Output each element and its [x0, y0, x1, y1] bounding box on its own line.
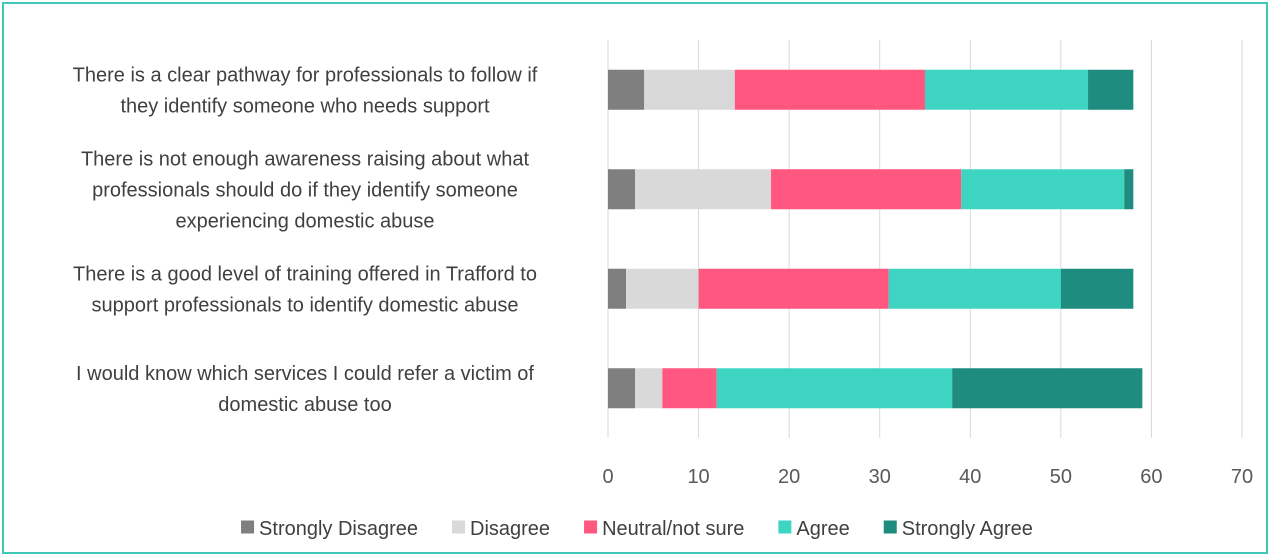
bar-segment [608, 268, 627, 309]
legend: Strongly Disagree Disagree Neutral/not sur… [241, 518, 1033, 540]
x-tick-label: 20 [778, 466, 800, 488]
bar-segment [635, 368, 663, 409]
x-tick-label: 50 [1050, 466, 1072, 488]
bar-segment [961, 169, 1125, 210]
legend-item: Strongly Agree [883, 518, 1033, 540]
legend-swatch [883, 520, 897, 534]
category-label: I would know which services I could refe… [76, 363, 534, 385]
legend-swatch [778, 520, 792, 534]
bar-segment [771, 169, 962, 210]
category-label: support professionals to identify domest… [92, 294, 519, 316]
x-tick-label: 60 [1140, 466, 1162, 488]
category-label: There is a good level of training offere… [73, 263, 537, 285]
bar-segment [1060, 268, 1134, 309]
x-tick-label: 70 [1231, 466, 1253, 488]
bar-segment [698, 268, 889, 309]
bar-segment [952, 368, 1143, 409]
bar-segment [635, 169, 772, 210]
bar-segment [662, 368, 717, 409]
bar-segment [608, 169, 636, 210]
category-label: There is a clear pathway for professiona… [73, 64, 538, 86]
legend-swatch [584, 520, 598, 534]
bar-segment [608, 368, 636, 409]
category-label: There is not enough awareness raising ab… [81, 148, 530, 170]
legend-label: Neutral/not sure [602, 518, 744, 540]
category-label: they identify someone who needs support [120, 95, 490, 117]
legend-item: Agree [778, 518, 850, 540]
legend-swatch [452, 520, 466, 534]
legend-item: Neutral/not sure [584, 518, 744, 540]
legend-item: Strongly Disagree [241, 518, 418, 540]
category-label: professionals should do if they identify… [92, 179, 518, 201]
bar-segment [626, 268, 699, 309]
x-tick-label: 40 [959, 466, 981, 488]
legend-label: Disagree [470, 518, 550, 540]
category-label: experiencing domestic abuse [175, 210, 434, 232]
legend-swatch [241, 520, 255, 534]
x-tick-label: 10 [687, 466, 709, 488]
legend-label: Strongly Agree [902, 518, 1033, 540]
x-tick-label: 0 [602, 466, 613, 488]
bar-segment [608, 69, 645, 110]
bars [608, 69, 1143, 409]
bar-segment [644, 69, 735, 110]
x-tick-label: 30 [869, 466, 891, 488]
bar-segment [1088, 69, 1134, 110]
category-label: domestic abuse too [218, 394, 391, 416]
legend-label: Agree [796, 518, 849, 540]
bar-segment [734, 69, 925, 110]
bar-segment [1124, 169, 1134, 210]
legend-item: Disagree [452, 518, 550, 540]
legend-label: Strongly Disagree [259, 518, 418, 540]
bar-segment [888, 268, 1061, 309]
bar-segment [716, 368, 953, 409]
bar-segment [925, 69, 1089, 110]
x-tick-labels: 0 10 20 30 40 50 60 70 [602, 466, 1253, 488]
category-labels: There is a clear pathway for professiona… [73, 64, 538, 416]
